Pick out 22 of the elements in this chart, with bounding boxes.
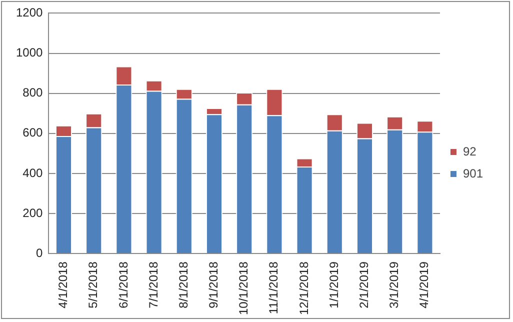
y-tick-label: 800 [22, 86, 44, 100]
x-tick-label: 4/1/2018 [56, 261, 70, 308]
legend-label: 901 [462, 166, 484, 180]
x-tick-label: 4/1/2019 [417, 261, 432, 308]
y-tick-label: 1000 [16, 46, 44, 60]
y-tick-label: 200 [22, 206, 44, 220]
y-tick-label: 400 [22, 166, 44, 180]
y-tick-label: 0 [36, 246, 44, 260]
legend-label: 92 [462, 144, 477, 158]
y-tick-label: 600 [22, 126, 44, 140]
x-tick-label: 7/1/2018 [146, 261, 160, 308]
x-tick-label: 3/1/2019 [387, 261, 402, 308]
x-tick-label: 9/1/2018 [206, 261, 221, 308]
x-tick-label: 6/1/2018 [116, 261, 130, 308]
x-tick-label: 10/1/2018 [236, 261, 251, 316]
x-tick-label: 2/1/2019 [357, 261, 372, 308]
x-tick-label: 11/1/2018 [266, 261, 281, 314]
x-tick-label: 5/1/2018 [86, 261, 100, 308]
x-tick-label: 12/1/2018 [296, 261, 311, 316]
x-tick-label: 1/1/2019 [326, 261, 341, 308]
y-tick-label: 1200 [16, 6, 44, 20]
x-tick-label: 8/1/2018 [176, 261, 190, 308]
